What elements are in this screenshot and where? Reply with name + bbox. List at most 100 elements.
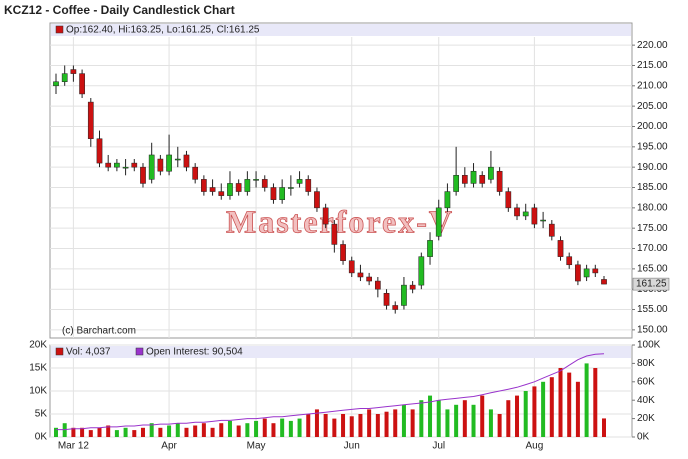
y-tick-label: 205.00 [637,101,668,112]
candle-body [270,187,277,200]
volume-bar [106,425,111,437]
volume-bar [454,404,459,437]
y-tick-label: 190.00 [637,162,668,173]
y2-tick-label: 100K [637,340,661,351]
candle-body [331,223,338,245]
candle-body [348,260,355,274]
candle-body [401,284,407,306]
y-tick-label: 175.00 [637,223,668,234]
candle-body [427,240,433,257]
candle-body [601,279,607,285]
volume-bar [149,423,154,437]
volume-bar [140,427,145,437]
volume-bar [419,400,424,437]
candle-body [566,256,573,266]
y-tick-label: 195.00 [637,141,668,152]
volume-bar [488,409,493,437]
candle-body [166,154,172,172]
watermark: Masterforex-V [226,203,454,239]
x-tick-label: Aug [526,441,544,452]
y-tick-label: 210.00 [637,80,668,91]
candle-body [583,268,590,278]
y-tick-label: 170.00 [637,243,668,254]
volume-bar [410,409,415,437]
candle-body [514,207,520,217]
volume-bar [297,418,302,437]
volume-bar [602,418,606,437]
price-panel [49,22,633,339]
volume-bar [341,414,346,437]
candle-body [244,179,251,192]
y2-tick-label: 80K [637,358,655,369]
volume-bar [393,409,398,437]
candle-body [192,166,199,180]
candle-body [131,162,138,168]
candle-body [461,175,468,184]
y-tick-label: 150.00 [637,325,668,336]
last-price-box [632,277,670,291]
volume-bar [541,381,546,437]
y-tick-label: 200.00 [637,121,668,132]
candle-body [279,187,286,200]
y-tick-label: 0K [35,432,48,443]
candle-body [479,175,486,184]
volume-bar [349,416,354,437]
candle-body [374,280,381,290]
legend-swatch [55,347,64,356]
volume-bar [184,427,189,437]
volume-bar [245,423,250,437]
candle-body [174,158,181,161]
candle-body [496,170,503,192]
y-tick-label: 155.00 [637,304,668,315]
candle-body [218,191,225,196]
y2-tick-label: 20K [637,413,655,424]
volume-bar [358,414,363,437]
volume-bar [97,427,102,437]
candle-body [70,69,77,74]
volume-bar [558,368,563,437]
candle-body [227,183,233,196]
volume-bar [88,430,93,437]
volume-bar [332,418,337,437]
candle-body [140,166,146,184]
candle-body [235,183,242,192]
volume-legend-strip [51,346,631,358]
candle-body [522,211,529,217]
candle-body [105,162,112,168]
candle-body [505,191,512,209]
volume-bar [401,404,406,437]
candle-body [575,264,581,282]
volume-bar [271,423,276,437]
y-tick-label: 220.00 [637,40,668,51]
volume-bar [254,420,259,437]
volume-bar [80,427,85,437]
y-tick-label: 185.00 [637,182,668,193]
credit: (c) Barchart.com [62,326,136,337]
candle-body [444,191,451,209]
volume-bar [123,427,128,437]
volume-bar [210,427,215,437]
candle-body [87,101,94,139]
volume-bar [227,420,232,437]
volume-bar [175,423,180,437]
candle-body [409,284,416,290]
y2-tick-label: 60K [637,376,655,387]
candle-body [79,73,85,95]
volume-bar [532,386,537,437]
candle-body [53,81,59,87]
legend-swatch [55,25,64,34]
volume-bar [306,414,311,437]
volume-bar [288,420,293,437]
candle-body [305,179,312,192]
candle-body [470,170,477,184]
open-interest-line [56,353,605,431]
volume-bar [71,427,76,437]
volume-bar [549,377,554,437]
y-tick-label: 165.00 [637,263,668,274]
volume-bar [262,418,267,437]
y-tick-label: 10K [29,386,47,397]
candle-body [122,166,129,169]
volume-bar [167,425,172,437]
volume-bar [515,395,520,437]
volume-bar [158,427,163,437]
